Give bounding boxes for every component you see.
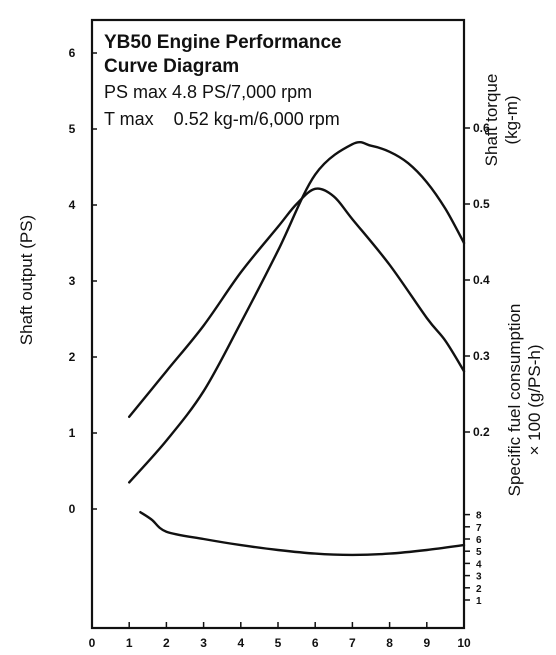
x-tick-label: 6	[312, 636, 319, 650]
fuel-tick-label: 5	[476, 547, 482, 558]
chart-title-line-1: YB50 Engine Performance	[104, 32, 342, 53]
left-y-tick-label: 3	[69, 274, 76, 288]
x-tick-label: 8	[386, 636, 393, 650]
torque-axis-label-line-2: (kg-m)	[502, 95, 521, 144]
left-axis-label: Shaft output (PS)	[17, 215, 36, 345]
x-tick-label: 7	[349, 636, 356, 650]
left-y-tick-label: 2	[69, 350, 76, 364]
fuel-tick-label: 4	[476, 559, 482, 570]
left-y-tick-label: 4	[69, 198, 76, 212]
fuel-tick-label: 2	[476, 584, 482, 595]
x-tick-label: 3	[200, 636, 207, 650]
torque-tick-label: 0.6	[473, 121, 490, 135]
left-y-tick-label: 6	[69, 46, 76, 60]
torque-tick-label: 0.4	[473, 273, 490, 287]
left-y-tick-label: 1	[69, 426, 76, 440]
x-tick-label: 10	[457, 636, 471, 650]
chart-title-line-2: Curve Diagram	[104, 56, 239, 77]
x-tick-label: 1	[126, 636, 133, 650]
chart-title-line-3: PS max 4.8 PS/7,000 rpm	[104, 82, 312, 102]
x-tick-label: 9	[423, 636, 430, 650]
fuel-tick-label: 3	[476, 572, 482, 583]
fuel-tick-label: 1	[476, 596, 482, 607]
shaft-output-curve	[127, 141, 466, 484]
x-tick-label: 4	[237, 636, 244, 650]
torque-tick-label: 0.5	[473, 197, 490, 211]
x-tick-label: 2	[163, 636, 170, 650]
fuel-axis-label-line-1: Specific fuel consumption	[505, 304, 524, 497]
shaft-torque-curve	[127, 187, 466, 418]
fuel-axis-label-line-2: × 100 (g/PS-h)	[525, 344, 544, 455]
fuel-consumption-curve	[139, 511, 466, 557]
chart-title-line-4: T max 0.52 kg-m/6,000 rpm	[104, 109, 340, 129]
torque-tick-label: 0.2	[473, 425, 490, 439]
fuel-tick-label: 8	[476, 511, 482, 522]
x-tick-label: 0	[89, 636, 96, 650]
fuel-tick-label: 7	[476, 523, 482, 534]
x-tick-label: 5	[275, 636, 282, 650]
fuel-tick-label: 6	[476, 535, 482, 546]
torque-axis-label-line-1: Shaft torque	[482, 74, 501, 167]
torque-tick-label: 0.3	[473, 349, 490, 363]
left-y-tick-label: 0	[69, 502, 76, 516]
left-y-tick-label: 5	[69, 122, 76, 136]
